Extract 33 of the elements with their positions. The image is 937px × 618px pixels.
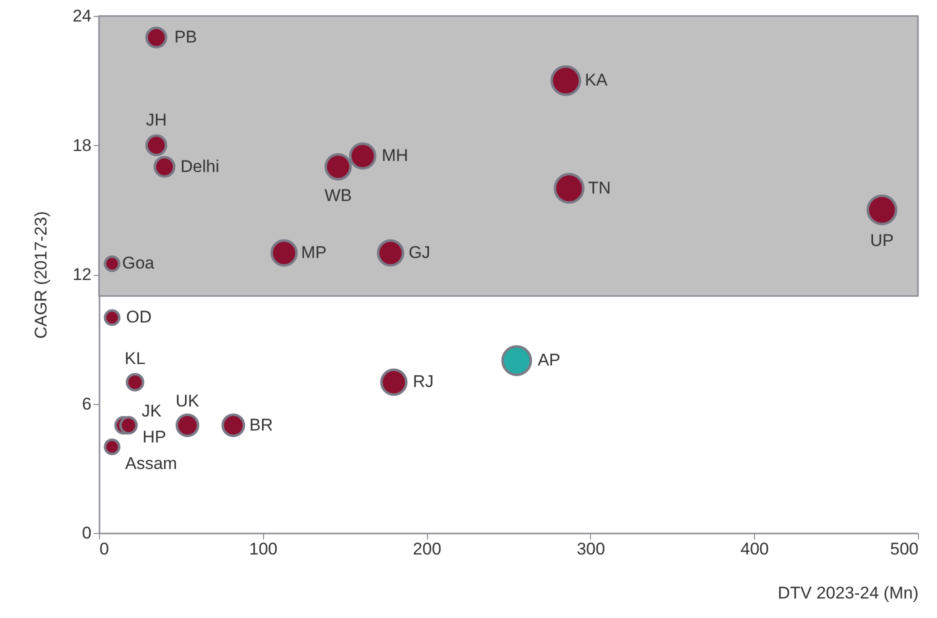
- annotation: UK: [176, 391, 200, 410]
- y-tick-label: 12: [72, 265, 92, 284]
- y-axis-title: CAGR (2017-23): [32, 211, 51, 339]
- annotation: KL: [124, 349, 146, 368]
- y-tick-label: 6: [82, 394, 92, 414]
- annotation: Delhi: [180, 156, 220, 176]
- annotation: OD: [126, 308, 152, 327]
- annotation: JK: [142, 401, 162, 420]
- annotation: RJ: [412, 372, 434, 392]
- y-tick-label: 0: [82, 524, 92, 542]
- x-axis-title: DTV 2023-24 (Mn): [778, 584, 918, 602]
- x-tick-label: 200: [412, 540, 442, 558]
- annotation: MP: [301, 242, 327, 262]
- x-tick-label: 500: [890, 540, 918, 558]
- x-tick-label: 0: [100, 540, 109, 558]
- annotation: Goa: [122, 254, 155, 273]
- x-tick-label: 300: [576, 540, 606, 558]
- annotation: KA: [584, 70, 608, 90]
- annotation: HP: [142, 427, 166, 446]
- annotation: PB: [174, 28, 198, 47]
- annotation: GJ: [408, 242, 430, 262]
- annotation: AP: [538, 350, 560, 370]
- annotation: MH: [382, 146, 408, 166]
- x-tick-label: 100: [249, 540, 278, 558]
- annotation: JH: [146, 110, 167, 130]
- y-tick-label: 24: [72, 6, 92, 26]
- annotation: Assam: [125, 454, 178, 473]
- x-tick-label: 400: [740, 540, 769, 558]
- annotation: UP: [870, 230, 894, 250]
- annotation: BR: [249, 415, 273, 434]
- y-tick-label: 18: [72, 136, 92, 155]
- annotation: TN: [588, 178, 611, 198]
- annotation: WB: [324, 186, 352, 205]
